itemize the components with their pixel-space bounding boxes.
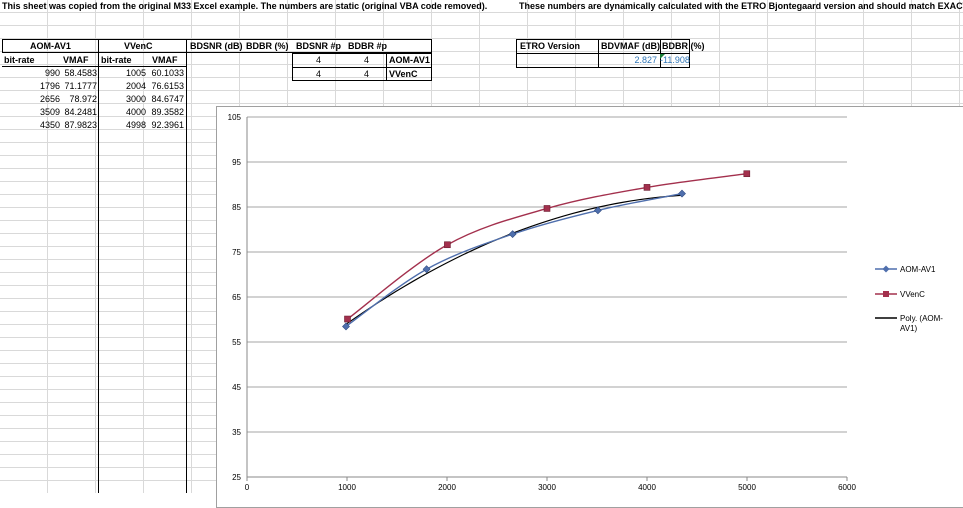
y-tick-label: 25 [232,473,241,482]
table-cell-br2[interactable]: 3000 [125,94,146,104]
y-tick-label: 55 [232,338,241,347]
etro-bdbr-value[interactable]: -11.908 [660,55,690,65]
x-tick-label: 6000 [838,483,856,492]
y-tick-label: 95 [232,158,241,167]
codec2-header: VVenC [124,41,153,51]
p-row-bdsnr: 4 [316,55,322,65]
y-tick-label: 65 [232,293,241,302]
p-row-bdbr: 4 [364,55,370,65]
y-tick-label: 105 [228,113,242,122]
left-note: This sheet was copied from the original … [2,1,488,11]
p-row-name: VVenC [389,69,418,79]
y-tick-label: 45 [232,383,241,392]
table-cell-v2[interactable]: 76.6153 [151,81,184,91]
table-cell-v1[interactable]: 84.2481 [64,107,97,117]
table-cell-br1[interactable]: 4350 [39,120,60,130]
legend-marker [883,291,889,297]
data-point-vvenc [344,315,351,323]
etro-divider [516,53,690,54]
p-row-bdbr: 4 [364,69,370,79]
table-cell-br1[interactable]: 1796 [39,81,60,91]
table-cell-v1[interactable]: 87.9823 [64,120,97,130]
table-cell-br1[interactable]: 3509 [39,107,60,117]
table-cell-v2[interactable]: 60.1033 [151,68,184,78]
table-cell-br2[interactable]: 4998 [125,120,146,130]
data-point-vvenc [743,170,751,178]
table-cell-br1[interactable]: 990 [44,68,60,78]
separator-line [186,39,187,493]
data-point-aom-av1 [342,322,350,331]
x-tick-label: 0 [245,483,250,492]
table-header-line [2,66,187,67]
bdbr-p-header: BDBR #p [348,41,388,51]
data-point-aom-av1 [508,230,517,239]
x-tick-label: 5000 [738,483,756,492]
table-cell-v1[interactable]: 71.1777 [64,81,97,91]
data-point-vvenc [543,205,551,212]
bitrate-header-2: bit-rate [101,55,132,65]
table-cell-br2[interactable]: 4000 [125,107,146,117]
table-cell-v2[interactable]: 89.3582 [151,107,184,117]
bdsnr-header: BDSNR (dB) [190,41,243,51]
separator-line [98,39,99,493]
table-cell-v1[interactable]: 58.4583 [64,68,97,78]
p-row-bdsnr: 4 [316,69,322,79]
table-cell-br2[interactable]: 2004 [125,81,146,91]
table-header-box [186,39,432,53]
cell-comment-indicator [660,54,665,59]
bdbr-header: BDBR (%) [246,41,289,51]
bdsnr-p-header: BDSNR #p [296,41,342,51]
legend-label: Poly. (AOM-AV1) [900,314,943,333]
y-tick-label: 85 [232,203,241,212]
trendline-aom-av1 [345,194,683,325]
series-line-aom-av1 [345,192,683,328]
etro-bdbr-header: BDBR (%) [662,41,705,51]
chart-area[interactable]: 25 35 45 55 65 75 85 95 105 0 1000 2000 3000 4000 5000… [216,106,963,508]
legend-label: AOM-AV1 [900,265,936,274]
data-point-vvenc [444,241,451,249]
vmaf-header-2: VMAF [152,55,178,65]
legend-label: VVenC [900,290,925,299]
y-tick-label: 35 [232,428,241,437]
right-note: These numbers are dynamically calculated… [519,1,963,11]
p-row-name: AOM-AV1 [389,55,430,65]
x-tick-label: 3000 [538,483,556,492]
vmaf-chart: 25 35 45 55 65 75 85 95 105 0 1000 2000 3000 4000 5000… [228,113,944,492]
data-point-aom-av1 [593,206,602,215]
etro-version-header: ETRO Version [520,41,581,51]
x-tick-label: 1000 [338,483,356,492]
data-point-aom-av1 [678,189,686,198]
p-table-divider [292,67,432,68]
data-point-aom-av1 [422,265,431,274]
table-cell-v1[interactable]: 78.972 [69,94,97,104]
bitrate-header-1: bit-rate [4,55,35,65]
etro-bdvmaf-header: BDVMAF (dB) [601,41,660,51]
codec1-header: AOM-AV1 [30,41,71,51]
table-cell-br1[interactable]: 2656 [39,94,60,104]
y-tick-label: 75 [232,248,241,257]
etro-bdvmaf-value[interactable]: 2.827 [634,55,657,65]
table-cell-v2[interactable]: 84.6747 [151,94,184,104]
x-tick-label: 2000 [438,483,456,492]
data-point-vvenc [643,184,651,191]
legend-marker [882,265,890,273]
vmaf-header-1: VMAF [63,55,89,65]
table-cell-br2[interactable]: 1005 [125,68,146,78]
table-cell-v2[interactable]: 92.3961 [151,120,184,130]
x-tick-label: 4000 [638,483,656,492]
